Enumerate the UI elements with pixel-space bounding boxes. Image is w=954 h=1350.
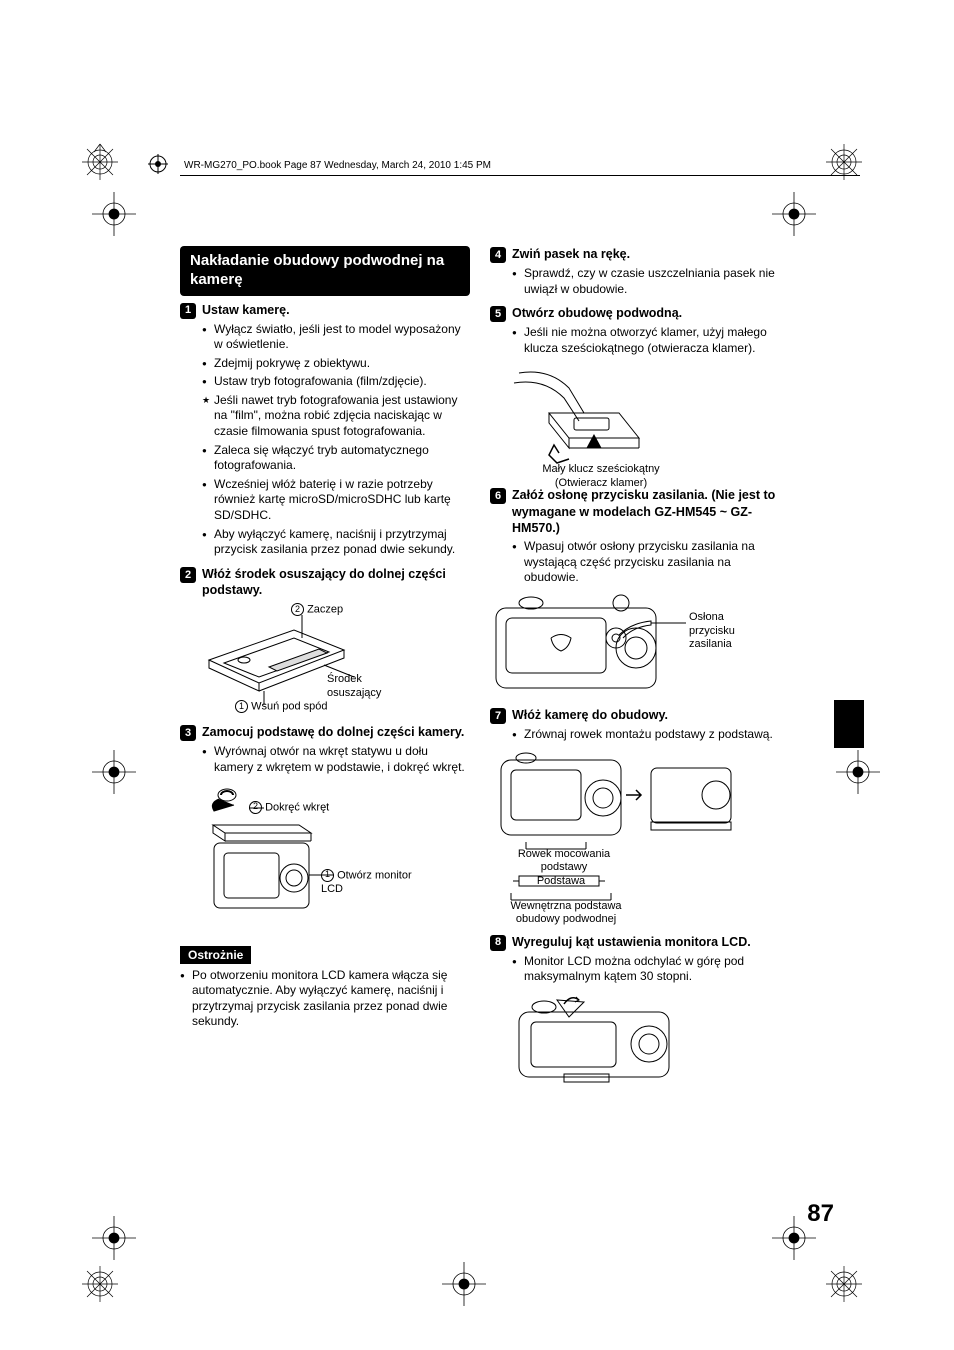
fig3-label-b: Otwórz monitor LCD — [321, 869, 412, 895]
s6-b1: Wpasuj otwór osłony przycisku zasilania … — [512, 539, 780, 586]
fig3-label-a: Dokręć wkręt — [265, 801, 329, 813]
fig2-callout-1: 1 — [235, 700, 248, 713]
caution-text: Po otworzeniu monitora LCD kamera włącza… — [180, 968, 470, 1030]
step-badge-5: 5 — [490, 306, 506, 322]
step-5-title: Otwórz obudowę podwodną. — [512, 305, 682, 321]
step-4: 4 Zwiń pasek na rękę. Sprawdź, czy w czas… — [490, 246, 780, 297]
s7-b1: Zrównaj rowek montażu podstawy z podstaw… — [512, 727, 780, 743]
regmark-cross-ml — [92, 750, 136, 794]
step-badge-1: 1 — [180, 303, 196, 319]
figure-2: 2 Zaczep Środek osuszający 1 Wsuń pod sp… — [198, 604, 408, 714]
regmark-burst-br — [822, 1262, 866, 1306]
step-7-title: Włóż kamerę do obudowy. — [512, 707, 668, 723]
header-rule — [180, 175, 860, 176]
s5-b1: Jeśli nie można otworzyć klamer, użyj ma… — [512, 325, 780, 356]
section-title: Nakładanie obudowy podwodnej na kamerę — [180, 246, 470, 296]
figure-8 — [508, 991, 688, 1086]
step-2-title: Włóż środek osuszający do dolnej części … — [202, 566, 470, 599]
header-ornament — [148, 154, 168, 174]
caution-badge: Ostrożnie — [180, 946, 251, 964]
figure-6: Osłona przycisku zasilania — [490, 592, 760, 697]
step-8: 8Wyreguluj kąt ustawienia monitora LCD. … — [490, 934, 780, 1086]
fig7-label-b: Podstawa — [531, 875, 591, 889]
fig5-label-a: Mały klucz sześciokątny (Otwieracz klame… — [521, 463, 681, 491]
step-badge-7: 7 — [490, 708, 506, 724]
step-1: 1 Ustaw kamerę. Wyłącz światło, jeśli jes… — [180, 302, 470, 558]
step-3-title: Zamocuj podstawę do dolnej części kamery… — [202, 724, 464, 740]
fig2-label-b: Środek osuszający — [327, 673, 407, 701]
step-8-title: Wyreguluj kąt ustawienia monitora LCD. — [512, 934, 751, 950]
s1-b2: Zdejmij pokrywę z obiektywu. — [202, 356, 470, 372]
s1-b6: Wcześniej włóż baterię i w razie potrzeb… — [202, 477, 470, 524]
fig3-callout-2: 2 — [249, 801, 262, 814]
fig2-label-c: Wsuń pod spód — [251, 701, 327, 713]
step-6: 6 Załóż osłonę przycisku zasilania. (Nie … — [490, 487, 780, 697]
step-5: 5 Otwórz obudowę podwodną. Jeśli nie możn… — [490, 305, 780, 477]
right-column: 4 Zwiń pasek na rękę. Sprawdź, czy w czas… — [490, 246, 780, 1096]
step-3: 3 Zamocuj podstawę do dolnej części kamer… — [180, 724, 470, 931]
step-4-title: Zwiń pasek na rękę. — [512, 246, 630, 262]
fig6-label-a: Osłona przycisku zasilania — [689, 611, 769, 652]
s4-b1: Sprawdź, czy w czasie uszczelniania pase… — [512, 266, 780, 297]
fig3-callout-1: 1 — [321, 869, 334, 882]
regmark-cross-tl — [92, 192, 136, 236]
s3-b1: Wyrównaj otwór na wkręt statywu u dołu k… — [202, 744, 470, 775]
regmark-cross-bl — [92, 1216, 136, 1260]
regmark-cross-bc — [442, 1262, 486, 1306]
s1-b3: Ustaw tryb fotografowania (film/zdjęcie)… — [202, 374, 470, 390]
s1-b1: Wyłącz światło, jeśli jest to model wypo… — [202, 322, 470, 353]
step-7: 7 Włóż kamerę do obudowy. Zrównaj rowek m… — [490, 707, 780, 924]
caution-block: Ostrożnie Po otworzeniu monitora LCD kam… — [180, 946, 470, 1030]
fig2-callout-2: 2 — [291, 603, 304, 616]
page-content: WR-MG270_PO.book Page 87 Wednesday, Marc… — [180, 160, 860, 1096]
figure-3: 2 Dokręć wkręt 1 Otwórz monitor LCD — [198, 782, 428, 932]
step-1-title: Ustaw kamerę. — [202, 302, 290, 318]
step-badge-6: 6 — [490, 488, 506, 504]
step-badge-3: 3 — [180, 725, 196, 741]
step-badge-4: 4 — [490, 247, 506, 263]
fig7-label-c: Wewnętrzna podstawa obudowy podwodnej — [501, 900, 631, 928]
fig7-label-a: Rowek mocowania podstawy — [509, 848, 619, 876]
regmark-burst-bl — [78, 1262, 122, 1306]
fig2-label-a: Zaczep — [307, 604, 343, 616]
figure-7: Rowek mocowania podstawy Podstawa Wewnęt… — [490, 749, 740, 924]
left-column: Nakładanie obudowy podwodnej na kamerę 1… — [180, 246, 470, 1096]
s1-b4: Jeśli nawet tryb fotografowania jest ust… — [202, 393, 470, 440]
step-2: 2 Włóż środek osuszający do dolnej części… — [180, 566, 470, 715]
step-6-title: Załóż osłonę przycisku zasilania. (Nie j… — [512, 487, 780, 536]
s1-b7: Aby wyłączyć kamerę, naciśnij i przytrzy… — [202, 527, 470, 558]
step-badge-2: 2 — [180, 567, 196, 583]
running-head: WR-MG270_PO.book Page 87 Wednesday, Marc… — [184, 160, 860, 175]
regmark-burst-tl — [78, 140, 122, 184]
s1-b5: Zaleca się włączyć tryb automatycznego f… — [202, 443, 470, 474]
step-badge-8: 8 — [490, 935, 506, 951]
s8-b1: Monitor LCD można odchylać w górę pod ma… — [512, 954, 780, 985]
page-number: 87 — [807, 1200, 834, 1228]
figure-5: Mały klucz sześciokątny (Otwieracz klame… — [508, 362, 658, 477]
